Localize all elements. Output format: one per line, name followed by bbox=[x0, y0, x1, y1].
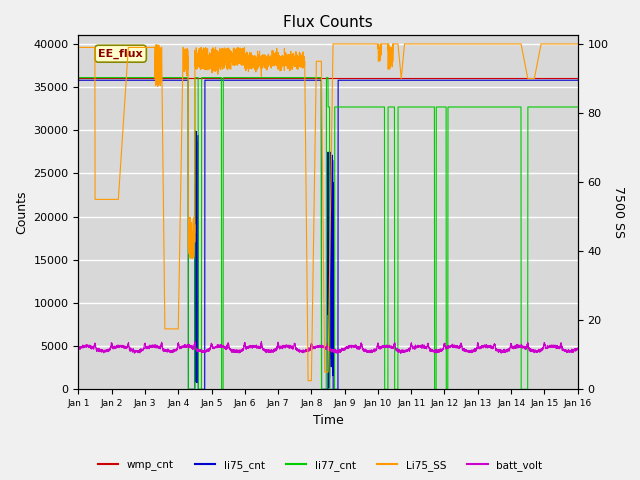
batt_volt bbox=[257, 339, 265, 345]
Li75_SS bbox=[304, 378, 312, 384]
Title: Flux Counts: Flux Counts bbox=[283, 15, 373, 30]
X-axis label: Time: Time bbox=[312, 414, 344, 427]
wmp_cnt bbox=[374, 76, 381, 82]
Text: EE_flux: EE_flux bbox=[99, 48, 143, 59]
li75_cnt bbox=[266, 77, 273, 83]
li77_cnt bbox=[165, 75, 173, 81]
batt_volt bbox=[399, 348, 407, 354]
wmp_cnt bbox=[399, 76, 407, 82]
batt_volt bbox=[75, 346, 83, 352]
wmp_cnt bbox=[165, 76, 173, 82]
wmp_cnt bbox=[266, 76, 273, 82]
batt_volt bbox=[485, 344, 493, 350]
Line: Li75_SS: Li75_SS bbox=[79, 44, 578, 381]
Li75_SS bbox=[447, 41, 455, 47]
Li75_SS bbox=[399, 54, 407, 60]
wmp_cnt bbox=[574, 76, 582, 82]
batt_volt bbox=[497, 350, 505, 356]
li75_cnt bbox=[485, 77, 493, 83]
wmp_cnt bbox=[485, 76, 493, 82]
li77_cnt bbox=[75, 75, 83, 81]
batt_volt bbox=[574, 346, 582, 352]
Li75_SS bbox=[485, 41, 493, 47]
li75_cnt bbox=[574, 77, 582, 83]
batt_volt bbox=[374, 340, 381, 346]
li77_cnt bbox=[374, 104, 381, 110]
Y-axis label: 7500 SS: 7500 SS bbox=[612, 186, 625, 239]
batt_volt bbox=[266, 348, 273, 354]
li75_cnt bbox=[184, 386, 192, 392]
li77_cnt bbox=[399, 104, 407, 110]
Li75_SS bbox=[574, 41, 582, 47]
Li75_SS bbox=[266, 54, 273, 60]
li77_cnt bbox=[447, 104, 455, 110]
li75_cnt bbox=[165, 77, 173, 83]
Li75_SS bbox=[329, 41, 337, 47]
Line: batt_volt: batt_volt bbox=[79, 342, 578, 353]
Li75_SS bbox=[374, 46, 382, 51]
batt_volt bbox=[447, 344, 455, 349]
Legend: wmp_cnt, li75_cnt, li77_cnt, Li75_SS, batt_volt: wmp_cnt, li75_cnt, li77_cnt, Li75_SS, ba… bbox=[93, 456, 547, 475]
Line: li75_cnt: li75_cnt bbox=[79, 80, 578, 389]
batt_volt bbox=[165, 349, 173, 355]
li75_cnt bbox=[374, 77, 381, 83]
li77_cnt bbox=[266, 75, 273, 81]
li75_cnt bbox=[447, 77, 455, 83]
Li75_SS bbox=[165, 326, 173, 332]
li77_cnt bbox=[485, 104, 493, 110]
li77_cnt bbox=[184, 386, 192, 392]
li75_cnt bbox=[399, 77, 407, 83]
Y-axis label: Counts: Counts bbox=[15, 191, 28, 234]
li75_cnt bbox=[75, 77, 83, 83]
wmp_cnt bbox=[75, 76, 83, 82]
li77_cnt bbox=[574, 104, 582, 110]
wmp_cnt bbox=[447, 76, 455, 82]
Li75_SS bbox=[75, 45, 83, 50]
Line: li77_cnt: li77_cnt bbox=[79, 78, 578, 389]
